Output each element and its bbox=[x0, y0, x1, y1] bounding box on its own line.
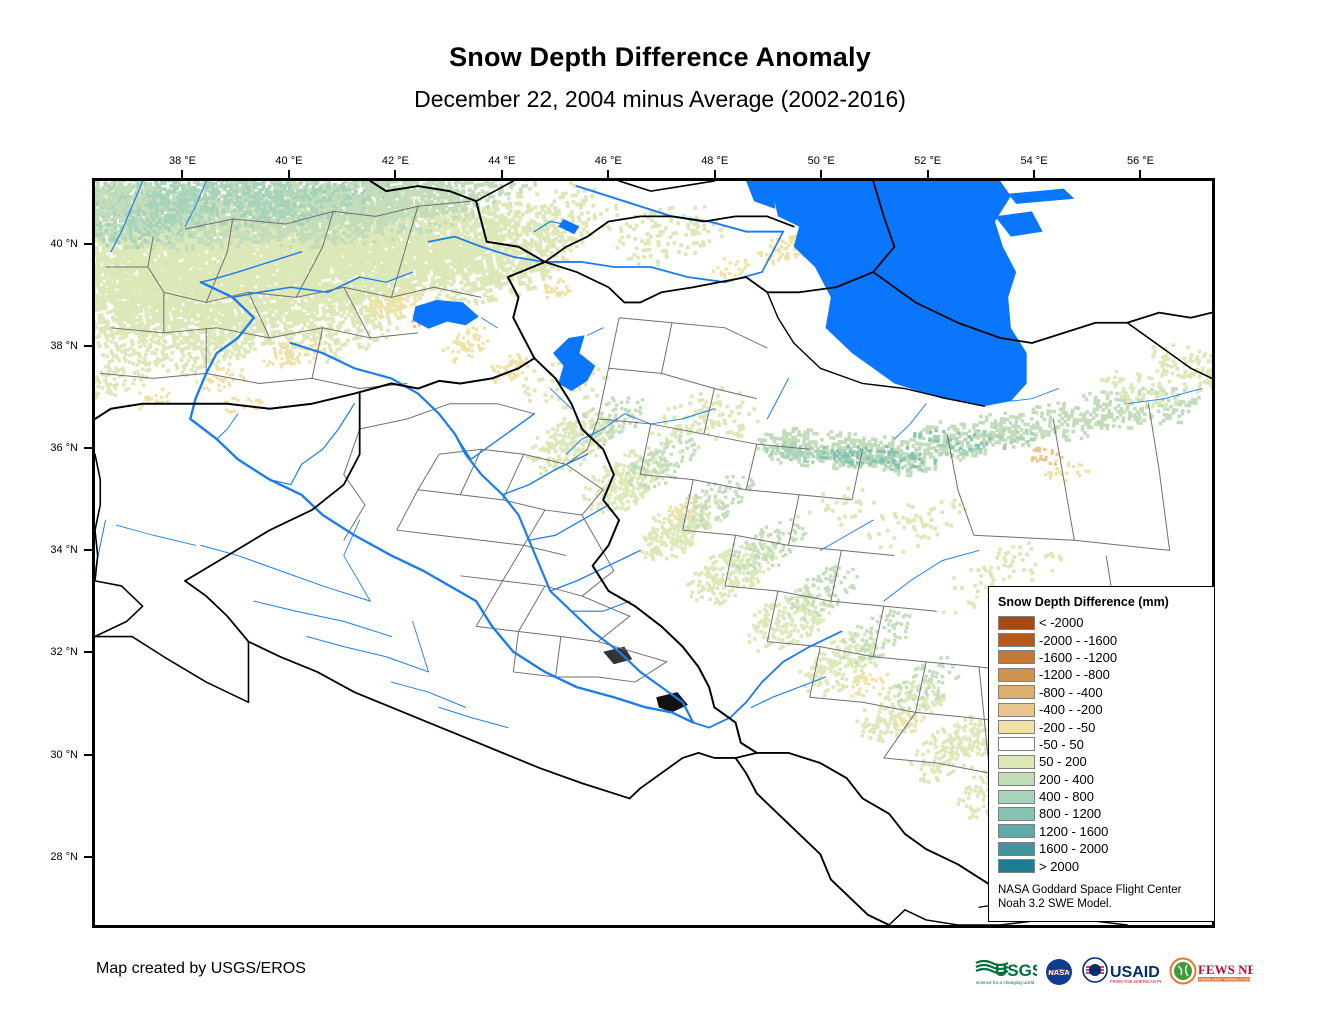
legend-row: > 2000 bbox=[998, 857, 1214, 874]
legend-row: -800 - -400 bbox=[998, 684, 1214, 701]
legend-label: < -2000 bbox=[1039, 615, 1084, 631]
latitude-tick bbox=[84, 243, 92, 246]
legend-label: -200 - -50 bbox=[1039, 719, 1096, 735]
longitude-tick bbox=[607, 170, 610, 178]
latitude-tick bbox=[84, 447, 92, 450]
legend-note-line2: Noah 3.2 SWE Model. bbox=[998, 897, 1112, 910]
longitude-tick bbox=[394, 170, 397, 178]
legend-row: 50 - 200 bbox=[998, 753, 1214, 770]
longitude-tick-label: 44 °E bbox=[488, 155, 516, 167]
longitude-tick bbox=[181, 170, 184, 178]
legend-row: -1600 - -1200 bbox=[998, 649, 1214, 666]
latitude-tick bbox=[84, 855, 92, 858]
legend-row: -1200 - -800 bbox=[998, 666, 1214, 683]
legend-row: 1600 - 2000 bbox=[998, 840, 1214, 857]
legend-label: -50 - 50 bbox=[1039, 736, 1084, 752]
legend-swatch bbox=[998, 685, 1035, 700]
legend-swatch bbox=[998, 772, 1035, 787]
legend-row: < -2000 bbox=[998, 614, 1214, 631]
longitude-tick-label: 42 °E bbox=[381, 155, 409, 167]
map-raster bbox=[95, 181, 1212, 925]
legend-swatch bbox=[998, 824, 1035, 839]
longitude-tick bbox=[500, 170, 503, 178]
legend-note-line1: NASA Goddard Space Flight Center bbox=[998, 883, 1182, 896]
longitude-tick-label: 50 °E bbox=[807, 155, 835, 167]
legend-swatch bbox=[998, 633, 1035, 648]
legend-swatch bbox=[998, 737, 1035, 752]
latitude-tick-label: 34 °N bbox=[50, 544, 78, 557]
legend-row: -400 - -200 bbox=[998, 701, 1214, 718]
legend-swatch bbox=[998, 859, 1035, 874]
page-title: Snow Depth Difference Anomaly bbox=[449, 42, 871, 72]
legend-row: 200 - 400 bbox=[998, 771, 1214, 788]
legend-swatch bbox=[998, 650, 1035, 665]
legend-swatch bbox=[998, 667, 1035, 682]
legend-source-note: NASA Goddard Space Flight Center Noah 3.… bbox=[998, 883, 1214, 911]
legend-swatch bbox=[998, 841, 1035, 856]
legend-swatch bbox=[998, 754, 1035, 769]
legend-label: 800 - 1200 bbox=[1039, 806, 1102, 822]
legend-title: Snow Depth Difference (mm) bbox=[998, 595, 1169, 609]
legend-label: -2000 - -1600 bbox=[1039, 632, 1118, 648]
legend-swatch bbox=[998, 789, 1035, 804]
legend-label: -800 - -400 bbox=[1039, 684, 1103, 700]
legend-label: 1200 - 1600 bbox=[1039, 823, 1109, 839]
legend-row: -50 - 50 bbox=[998, 736, 1214, 753]
legend-label: -400 - -200 bbox=[1039, 702, 1103, 718]
legend-row: 800 - 1200 bbox=[998, 805, 1214, 822]
legend-class-list: < -2000 -2000 - -1600 -1600 - -1200 -1200 -… bbox=[998, 614, 1214, 875]
longitude-tick bbox=[926, 170, 929, 178]
longitude-tick bbox=[713, 170, 716, 178]
longitude-tick-label: 56 °E bbox=[1126, 155, 1154, 167]
agency-logo-row: USGS science for a changing world NASA U… bbox=[975, 952, 1253, 992]
legend-label: 400 - 800 bbox=[1039, 789, 1094, 805]
longitude-tick bbox=[820, 170, 823, 178]
map-legend: Snow Depth Difference (mm) < -2000 -2000 … bbox=[988, 586, 1215, 922]
fewsnet-logo: FEWS NET FAMINE EARLY WARNING SYSTEMS NE… bbox=[1169, 955, 1253, 989]
latitude-tick bbox=[84, 753, 92, 756]
latitude-tick bbox=[84, 345, 92, 348]
legend-swatch bbox=[998, 806, 1035, 821]
legend-row: 400 - 800 bbox=[998, 788, 1214, 805]
map-frame[interactable] bbox=[92, 178, 1215, 928]
latitude-tick bbox=[84, 549, 92, 552]
map-credit: Map created by USGS/EROS bbox=[96, 960, 306, 977]
legend-row: 1200 - 1600 bbox=[998, 823, 1214, 840]
longitude-tick bbox=[1033, 170, 1036, 178]
legend-label: -1200 - -800 bbox=[1039, 667, 1110, 683]
page-subtitle: December 22, 2004 minus Average (2002-20… bbox=[414, 86, 906, 112]
longitude-tick-label: 54 °E bbox=[1020, 155, 1048, 167]
latitude-tick-label: 30 °N bbox=[50, 748, 78, 761]
legend-row: -2000 - -1600 bbox=[998, 631, 1214, 648]
legend-label: 200 - 400 bbox=[1039, 771, 1094, 787]
latitude-tick-label: 28 °N bbox=[50, 850, 78, 863]
legend-label: 50 - 200 bbox=[1039, 754, 1087, 770]
latitude-tick-label: 38 °N bbox=[50, 340, 78, 353]
legend-swatch bbox=[998, 615, 1035, 630]
longitude-tick-label: 40 °E bbox=[275, 155, 303, 167]
longitude-tick bbox=[287, 170, 290, 178]
usgs-logo: USGS science for a changing world bbox=[975, 955, 1037, 989]
longitude-tick-label: 38 °E bbox=[168, 155, 196, 167]
nasa-logo: NASA bbox=[1045, 955, 1073, 989]
longitude-tick-label: 48 °E bbox=[701, 155, 729, 167]
legend-swatch bbox=[998, 702, 1035, 717]
legend-swatch bbox=[998, 720, 1035, 735]
longitude-tick-label: 46 °E bbox=[594, 155, 622, 167]
legend-row: -200 - -50 bbox=[998, 718, 1214, 735]
latitude-tick-label: 40 °N bbox=[50, 238, 78, 251]
latitude-tick-label: 32 °N bbox=[50, 646, 78, 659]
legend-label: -1600 - -1200 bbox=[1039, 649, 1118, 665]
latitude-tick-label: 36 °N bbox=[50, 442, 78, 455]
legend-label: 1600 - 2000 bbox=[1039, 841, 1109, 857]
legend-label: > 2000 bbox=[1039, 858, 1080, 874]
latitude-tick bbox=[84, 651, 92, 654]
longitude-tick-label: 52 °E bbox=[914, 155, 942, 167]
longitude-tick bbox=[1139, 170, 1142, 178]
usaid-logo: USAID FROM THE AMERICAN PEOPLE bbox=[1081, 955, 1161, 989]
